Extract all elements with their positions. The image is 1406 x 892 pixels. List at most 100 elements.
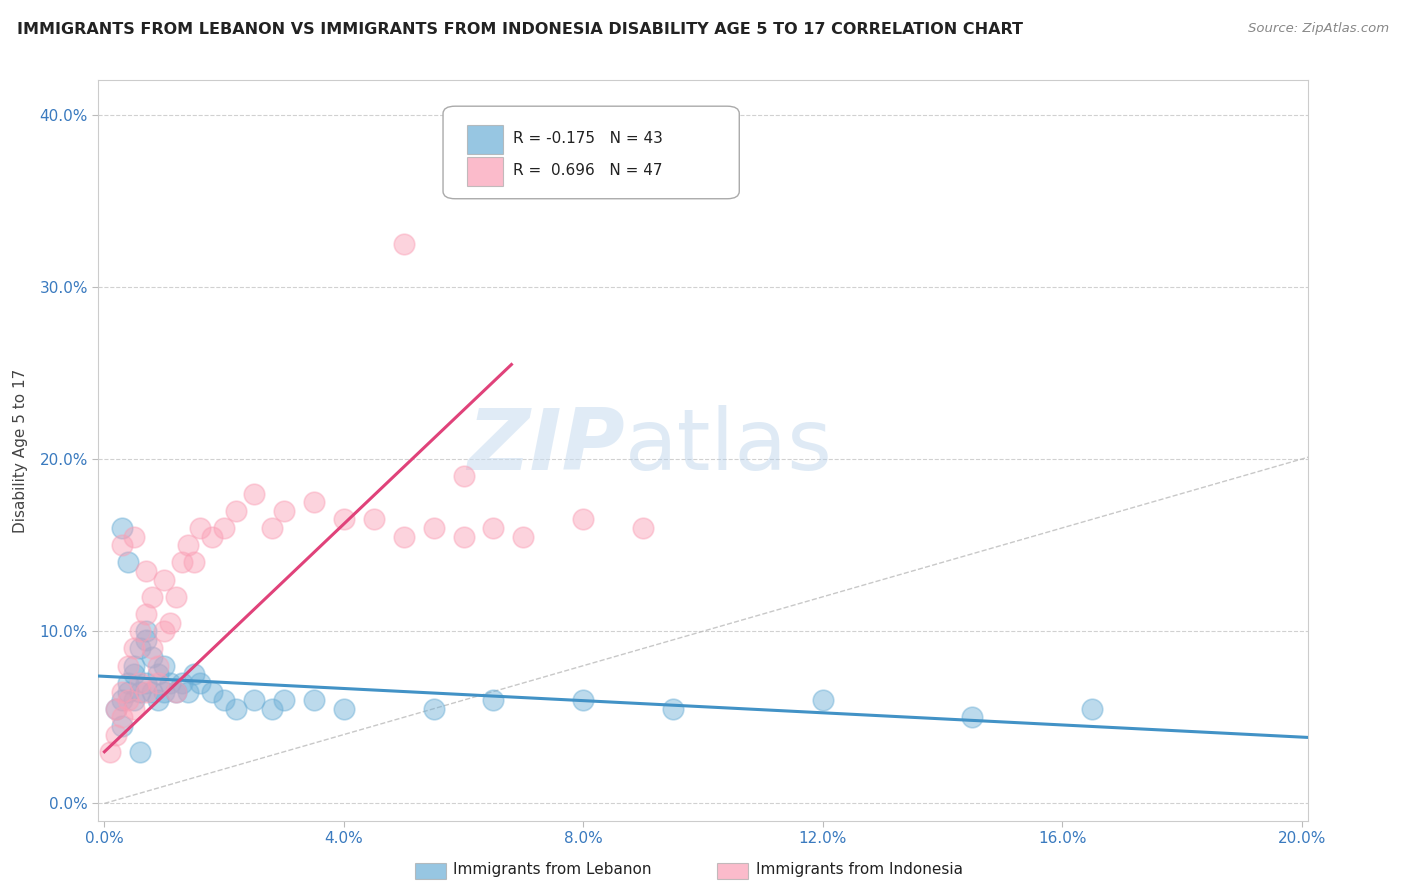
Point [153, 684, 176, 698]
Point [453, 469, 475, 483]
Text: Source: ZipAtlas.com: Source: ZipAtlas.com [1249, 22, 1389, 36]
Point [333, 512, 356, 526]
Point [135, 624, 157, 639]
Point [124, 641, 146, 656]
Text: IMMIGRANTS FROM LEBANON VS IMMIGRANTS FROM INDONESIA DISABILITY AGE 5 TO 17 CORR: IMMIGRANTS FROM LEBANON VS IMMIGRANTS FR… [17, 22, 1024, 37]
Point [111, 684, 134, 698]
Point [260, 702, 283, 716]
Point [302, 495, 325, 509]
Point [1081, 702, 1104, 716]
FancyBboxPatch shape [443, 106, 740, 199]
Point [225, 702, 247, 716]
Text: Immigrants from Lebanon: Immigrants from Lebanon [453, 863, 651, 877]
Point [811, 693, 834, 707]
Point [129, 624, 152, 639]
Point [165, 684, 187, 698]
Point [135, 684, 157, 698]
Point [662, 702, 685, 716]
Point [129, 676, 152, 690]
Point [111, 521, 134, 535]
Point [225, 504, 247, 518]
Point [333, 702, 356, 716]
Point [124, 658, 146, 673]
Point [212, 521, 235, 535]
Point [188, 521, 211, 535]
Point [129, 641, 152, 656]
Point [117, 676, 139, 690]
Point [392, 236, 415, 251]
Point [141, 590, 163, 604]
Point [392, 530, 415, 544]
Point [124, 667, 146, 681]
Point [177, 684, 200, 698]
Point [201, 530, 224, 544]
Point [124, 702, 146, 716]
Bar [467, 156, 503, 186]
Point [117, 693, 139, 707]
Point [111, 719, 134, 733]
Point [243, 486, 266, 500]
Text: R = -0.175   N = 43: R = -0.175 N = 43 [513, 131, 664, 146]
Point [422, 702, 444, 716]
Y-axis label: Disability Age 5 to 17: Disability Age 5 to 17 [14, 368, 28, 533]
Point [111, 693, 134, 707]
Point [111, 710, 134, 724]
Point [105, 727, 128, 741]
Point [141, 641, 163, 656]
Point [165, 590, 187, 604]
Point [363, 512, 385, 526]
Point [212, 693, 235, 707]
Point [141, 684, 163, 698]
Point [135, 607, 157, 621]
Point [572, 693, 595, 707]
Point [962, 710, 984, 724]
Point [572, 512, 595, 526]
Point [260, 521, 283, 535]
Point [135, 564, 157, 578]
Text: R =  0.696   N = 47: R = 0.696 N = 47 [513, 163, 662, 178]
Point [153, 624, 176, 639]
Text: ZIP: ZIP [467, 405, 624, 488]
Point [117, 684, 139, 698]
Point [172, 676, 194, 690]
Point [243, 693, 266, 707]
Text: Immigrants from Indonesia: Immigrants from Indonesia [756, 863, 963, 877]
Point [631, 521, 654, 535]
Point [148, 667, 170, 681]
Point [141, 650, 163, 665]
Point [273, 504, 295, 518]
Point [111, 538, 134, 552]
Point [105, 702, 128, 716]
Point [159, 676, 181, 690]
Point [117, 555, 139, 569]
Point [201, 684, 224, 698]
Point [172, 555, 194, 569]
Point [302, 693, 325, 707]
Point [148, 676, 170, 690]
Point [453, 530, 475, 544]
Point [482, 521, 505, 535]
Point [153, 573, 176, 587]
Point [188, 676, 211, 690]
Point [273, 693, 295, 707]
Point [129, 745, 152, 759]
Point [129, 684, 152, 698]
Point [153, 658, 176, 673]
Point [124, 530, 146, 544]
Point [165, 684, 187, 698]
Point [183, 555, 205, 569]
Point [183, 667, 205, 681]
Point [482, 693, 505, 707]
Point [148, 693, 170, 707]
Point [117, 658, 139, 673]
Point [135, 676, 157, 690]
Point [124, 693, 146, 707]
Point [105, 702, 128, 716]
Point [177, 538, 200, 552]
Point [512, 530, 534, 544]
Point [100, 745, 122, 759]
Bar [467, 125, 503, 154]
Point [135, 632, 157, 647]
Text: atlas: atlas [624, 405, 832, 488]
Point [148, 658, 170, 673]
